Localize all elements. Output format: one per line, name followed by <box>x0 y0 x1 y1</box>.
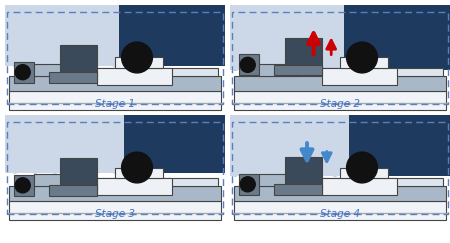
Bar <box>232 12 448 104</box>
Bar <box>239 54 259 75</box>
Bar <box>7 12 223 104</box>
Bar <box>9 186 220 201</box>
Bar <box>7 122 223 214</box>
Circle shape <box>240 57 255 72</box>
Bar <box>9 201 220 220</box>
Bar <box>9 91 220 110</box>
Text: Stage 4: Stage 4 <box>320 209 360 219</box>
Bar <box>230 5 450 70</box>
Bar <box>230 5 450 110</box>
Bar <box>259 174 301 186</box>
Bar <box>34 174 76 186</box>
Bar <box>14 175 34 196</box>
Circle shape <box>122 152 153 183</box>
Bar <box>16 67 27 78</box>
Bar <box>322 178 397 195</box>
Bar <box>234 76 446 91</box>
Bar <box>285 157 322 189</box>
Bar <box>274 184 322 195</box>
Bar <box>340 58 388 68</box>
Bar <box>230 115 450 176</box>
Bar <box>5 5 225 66</box>
Bar <box>97 68 218 76</box>
Bar <box>340 167 388 178</box>
Bar <box>14 62 34 83</box>
Bar <box>5 115 225 220</box>
Bar <box>49 185 97 196</box>
Text: Stage 3: Stage 3 <box>95 209 135 219</box>
Bar <box>5 115 124 173</box>
Bar <box>97 178 218 186</box>
Bar <box>97 68 172 85</box>
Bar <box>234 186 446 201</box>
Bar <box>60 45 97 76</box>
Bar <box>239 174 259 195</box>
Circle shape <box>346 42 378 73</box>
Bar <box>322 68 397 85</box>
Circle shape <box>15 178 30 193</box>
Bar <box>230 115 349 176</box>
Bar <box>234 91 446 110</box>
Bar <box>34 64 76 76</box>
Text: Stage 1: Stage 1 <box>95 99 135 109</box>
Bar <box>230 5 344 70</box>
Bar <box>5 115 225 173</box>
Bar <box>230 115 450 220</box>
Bar <box>97 178 172 195</box>
Bar <box>234 201 446 220</box>
Circle shape <box>122 42 153 73</box>
Bar <box>5 5 225 110</box>
Bar <box>16 180 27 191</box>
Bar <box>49 72 97 83</box>
Bar <box>232 122 448 214</box>
Bar <box>241 60 252 70</box>
Bar <box>9 76 220 91</box>
Bar <box>5 5 119 66</box>
Bar <box>259 64 301 76</box>
Bar <box>115 58 163 68</box>
Text: Stage 2: Stage 2 <box>320 99 360 109</box>
Bar <box>322 178 443 186</box>
Bar <box>322 68 443 76</box>
Bar <box>241 179 252 190</box>
Circle shape <box>346 152 378 183</box>
Circle shape <box>15 65 30 80</box>
Bar <box>60 158 97 190</box>
Bar <box>115 167 163 178</box>
Bar <box>285 38 322 69</box>
Bar <box>274 65 322 75</box>
Circle shape <box>240 177 255 192</box>
